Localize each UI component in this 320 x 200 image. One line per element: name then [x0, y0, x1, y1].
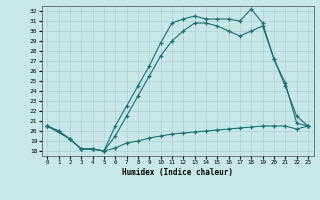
- X-axis label: Humidex (Indice chaleur): Humidex (Indice chaleur): [122, 168, 233, 177]
